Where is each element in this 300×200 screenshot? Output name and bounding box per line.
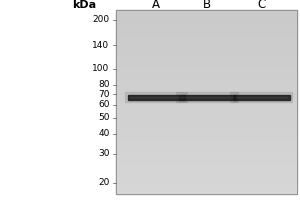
Bar bbox=[116, 139, 297, 145]
Text: kDa: kDa bbox=[72, 0, 96, 10]
Text: 50: 50 bbox=[98, 113, 110, 122]
Bar bbox=[116, 59, 297, 65]
Text: 140: 140 bbox=[92, 41, 110, 50]
Bar bbox=[116, 10, 297, 16]
Bar bbox=[116, 102, 297, 108]
Bar bbox=[176, 92, 238, 102]
Text: 40: 40 bbox=[98, 129, 110, 138]
Bar bbox=[128, 95, 184, 100]
Bar bbox=[116, 182, 297, 188]
Text: 20: 20 bbox=[98, 178, 110, 187]
Text: 60: 60 bbox=[98, 100, 110, 109]
Bar bbox=[116, 176, 297, 182]
Bar bbox=[230, 92, 292, 102]
Bar bbox=[116, 47, 297, 53]
Text: B: B bbox=[203, 0, 211, 11]
Bar bbox=[116, 157, 297, 163]
Bar bbox=[116, 108, 297, 114]
Bar bbox=[116, 133, 297, 139]
Bar bbox=[116, 77, 297, 84]
Bar bbox=[116, 169, 297, 176]
Bar bbox=[178, 95, 236, 100]
Bar bbox=[116, 114, 297, 120]
Bar bbox=[116, 10, 297, 194]
Text: 100: 100 bbox=[92, 64, 110, 73]
Bar bbox=[116, 41, 297, 47]
Bar bbox=[116, 90, 297, 96]
Text: 200: 200 bbox=[92, 15, 110, 24]
Bar bbox=[125, 92, 188, 102]
Bar bbox=[116, 96, 297, 102]
Bar bbox=[116, 65, 297, 71]
Bar bbox=[116, 188, 297, 194]
Bar bbox=[116, 127, 297, 133]
Bar bbox=[116, 53, 297, 59]
Bar bbox=[116, 84, 297, 90]
Bar bbox=[116, 22, 297, 28]
Text: 70: 70 bbox=[98, 90, 110, 99]
Bar bbox=[116, 145, 297, 151]
Bar bbox=[232, 95, 290, 100]
Bar bbox=[116, 16, 297, 22]
Bar bbox=[116, 10, 297, 194]
Text: 80: 80 bbox=[98, 80, 110, 89]
Bar bbox=[116, 71, 297, 77]
Text: C: C bbox=[257, 0, 265, 11]
Bar bbox=[116, 35, 297, 41]
Bar bbox=[116, 120, 297, 127]
Text: A: A bbox=[152, 0, 160, 11]
Bar bbox=[116, 28, 297, 35]
Text: 30: 30 bbox=[98, 149, 110, 158]
Bar bbox=[116, 163, 297, 169]
Bar bbox=[116, 151, 297, 157]
